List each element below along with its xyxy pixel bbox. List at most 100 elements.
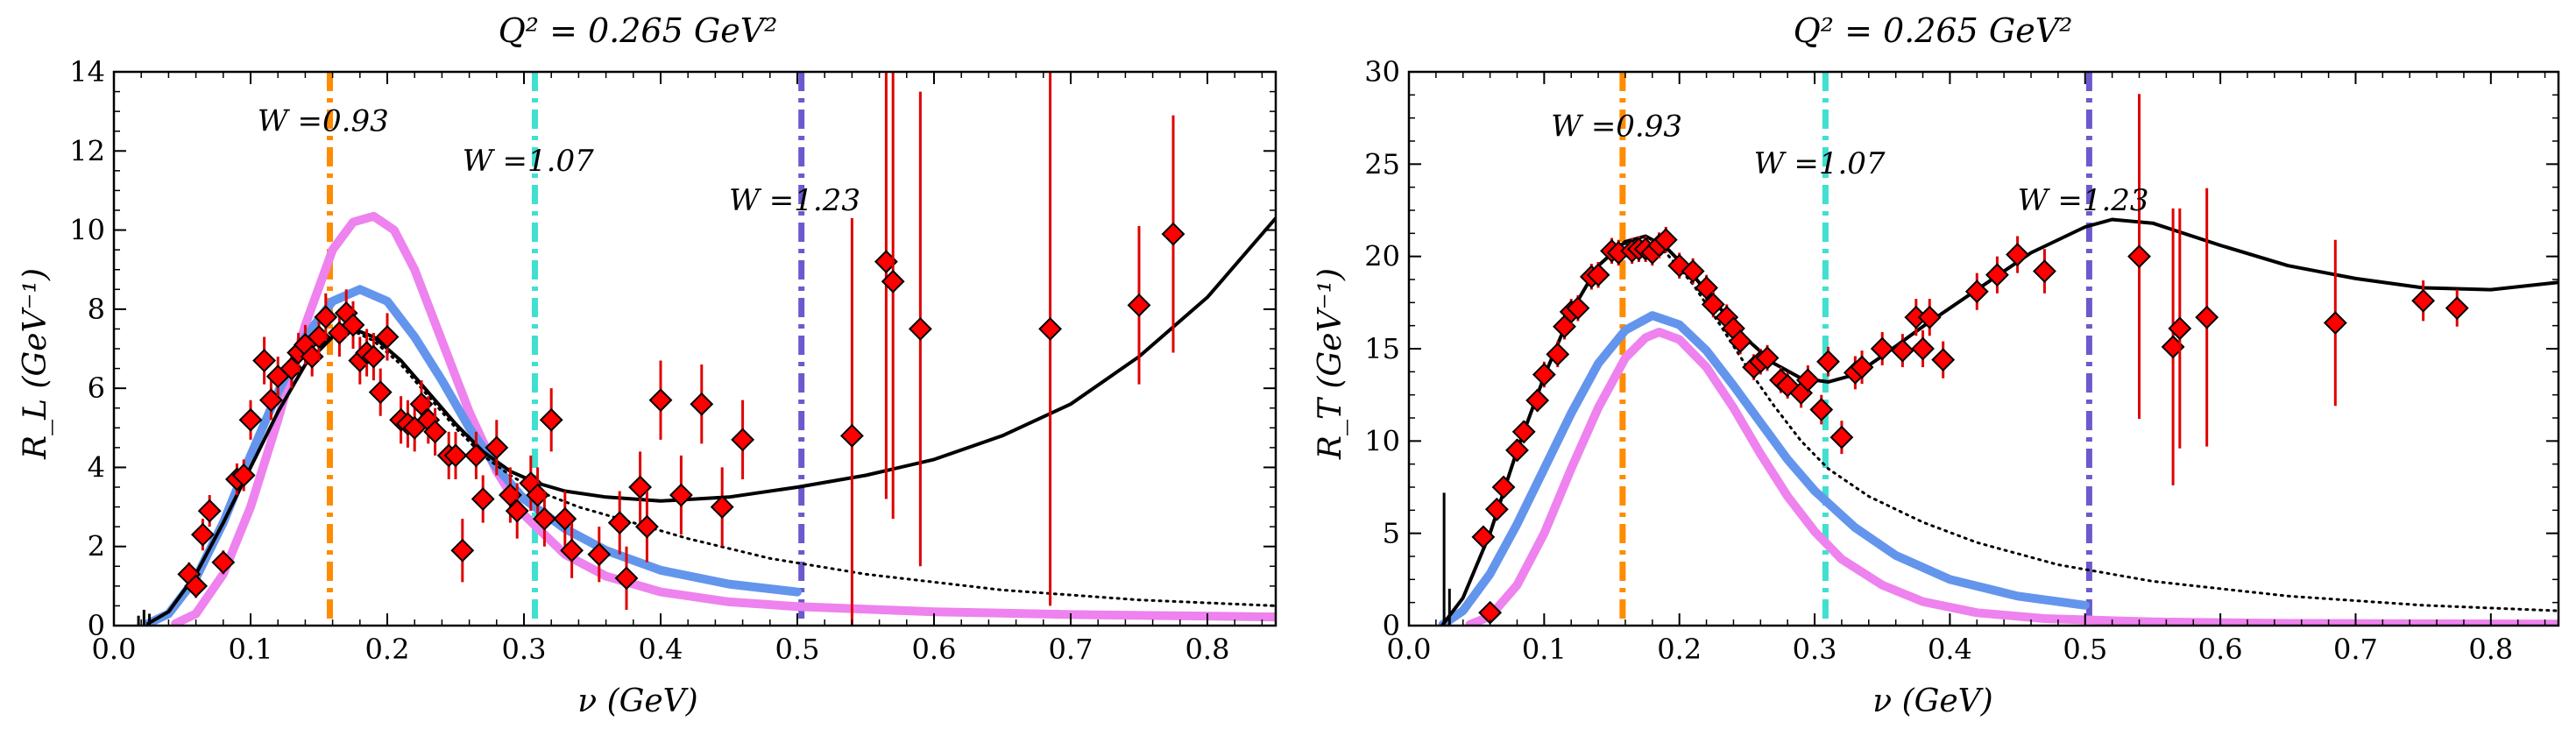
- left-curve-0: [171, 211, 1276, 626]
- left-marker-55: [839, 423, 864, 448]
- right-y-tick-label-2: 10: [1364, 424, 1400, 457]
- right-x-tick-label-5: 0.5: [2063, 633, 2107, 666]
- right-data-point-51: [2127, 94, 2151, 420]
- left-data-point-16: [314, 293, 338, 341]
- left-marker-45: [587, 542, 612, 567]
- right-marker-11: [1566, 296, 1590, 321]
- right-marker-44: [1911, 336, 1935, 361]
- left-marker-42: [539, 407, 563, 432]
- left-data-point-4: [211, 550, 236, 575]
- left-data-point-44: [560, 522, 584, 578]
- left-marker-46: [607, 511, 632, 535]
- right-marker-42: [1890, 338, 1914, 363]
- right-marker-49: [2006, 243, 2030, 266]
- right-y-tick-label-6: 30: [1364, 55, 1400, 88]
- left-plot-area: W =0.93 W =1.07 W =1.23 0.0 0.1 0.2 0.3 0.4 0.5 0…: [69, 55, 1277, 666]
- left-data-point-24: [375, 313, 400, 361]
- left-marker-48: [628, 475, 653, 499]
- left-curve-2: [146, 329, 1276, 626]
- right-data-point-3: [1491, 475, 1516, 499]
- right-data-point-31: [1755, 344, 1780, 372]
- left-data-point-35: [471, 475, 495, 523]
- left-marker-35: [471, 487, 495, 511]
- right-marker-36: [1809, 398, 1834, 421]
- left-marker-24: [375, 325, 400, 349]
- right-vline-label-0: W =0.93: [1551, 110, 1682, 145]
- left-data-point-47: [614, 546, 639, 610]
- right-curve-1: [1438, 311, 2090, 626]
- right-marker-7: [1532, 363, 1556, 386]
- left-marker-47: [614, 566, 639, 591]
- left-marker-60: [1127, 293, 1151, 317]
- left-x-tick-label-6: 0.6: [912, 633, 957, 666]
- left-y-tick-label-5: 10: [69, 214, 105, 247]
- left-marker-34: [464, 443, 488, 468]
- right-marker-1: [1471, 525, 1496, 549]
- right-panel-RT: Q² = 0.265 GeV² ν (GeV) R_T (GeV⁻¹) W =0…: [1313, 11, 2560, 719]
- left-data-point-43: [553, 491, 577, 547]
- left-marker-36: [485, 435, 509, 460]
- right-y-tick-label-0: 0: [1383, 609, 1400, 642]
- right-marker-50: [2033, 259, 2056, 283]
- right-data-point-50: [2033, 249, 2056, 294]
- left-data-point-1: [184, 574, 209, 598]
- right-marker-25: [1701, 293, 1725, 316]
- right-vline-label-1: W =1.07: [1754, 146, 1886, 181]
- left-marker-22: [361, 344, 386, 369]
- left-marker-2: [190, 522, 215, 547]
- left-data-point-45: [587, 527, 612, 583]
- right-marker-40: [1850, 355, 1874, 379]
- left-data-point-55: [839, 218, 864, 626]
- right-data-point-4: [1505, 438, 1529, 463]
- left-marker-51: [669, 483, 693, 507]
- left-y-tick-label-2: 4: [88, 450, 105, 484]
- left-data-point-6: [231, 459, 256, 492]
- right-plot-area: W =0.93 W =1.07 W =1.23 0.0 0.1 0.2 0.3 0.4 0.5 0…: [1364, 55, 2560, 666]
- right-marker-31: [1755, 346, 1780, 370]
- left-data-point-50: [648, 360, 673, 440]
- left-panel-RL: Q² = 0.265 GeV² ν (GeV) R_L (GeV⁻¹) W =0…: [18, 11, 1277, 719]
- left-data-point-59: [1038, 72, 1063, 606]
- left-data-point-34: [464, 431, 488, 479]
- left-chart-title: Q² = 0.265 GeV²: [499, 11, 778, 50]
- left-marker-6: [231, 464, 256, 487]
- left-marker-53: [710, 495, 734, 519]
- right-marker-8: [1546, 342, 1570, 366]
- left-y-tick-label-7: 14: [69, 55, 105, 88]
- right-data-point-35: [1795, 364, 1820, 395]
- right-marker-2: [1484, 497, 1509, 521]
- right-x-axis-label: ν (GeV): [1872, 683, 1992, 719]
- left-x-tick-label-1: 0.1: [229, 633, 273, 666]
- left-data-point-38: [505, 483, 529, 539]
- left-vline-label-1: W =1.07: [463, 144, 594, 179]
- right-data-point-38: [1829, 421, 1854, 455]
- right-data-point-21: [1653, 226, 1678, 253]
- right-data-point-6: [1525, 388, 1550, 413]
- left-marker-8: [252, 349, 277, 372]
- right-marker-54: [2195, 305, 2219, 329]
- left-marker-7: [238, 407, 263, 432]
- left-marker-44: [560, 538, 584, 563]
- right-marker-38: [1829, 425, 1854, 449]
- right-data-point-48: [1985, 256, 2009, 294]
- left-data-point-30: [423, 407, 448, 456]
- left-data-point-19: [341, 301, 365, 349]
- right-data-point-45: [1917, 299, 1942, 336]
- left-marker-58: [908, 317, 932, 341]
- right-data-point-43: [1904, 299, 1928, 336]
- right-marker-56: [2411, 288, 2436, 313]
- right-x-tick-label-1: 0.1: [1522, 633, 1567, 666]
- left-data-point-60: [1127, 226, 1151, 385]
- right-data-point-47: [1964, 272, 1989, 310]
- left-data-point-42: [539, 388, 563, 452]
- right-y-axis-label: R_T (GeV⁻¹): [1313, 268, 1348, 460]
- right-data-point-37: [1816, 346, 1840, 377]
- left-marker-41: [532, 506, 556, 531]
- left-marker-59: [1038, 317, 1063, 341]
- left-data-point-58: [908, 91, 932, 567]
- right-marker-37: [1816, 350, 1840, 374]
- right-data-point-23: [1681, 258, 1705, 285]
- right-data-point-8: [1546, 341, 1570, 368]
- left-marker-9: [258, 388, 283, 413]
